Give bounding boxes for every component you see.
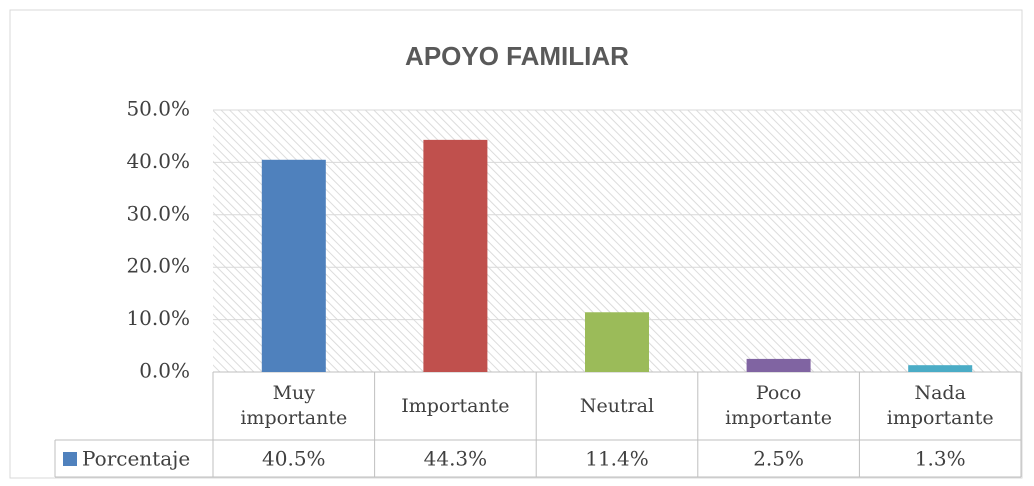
y-tick-label: 30.0% — [126, 201, 190, 225]
x-tick-label: Muy importante — [213, 372, 375, 440]
x-tick-text: Neutral — [579, 394, 655, 417]
bar — [585, 312, 649, 372]
y-tick-label: 20.0% — [126, 254, 190, 278]
legend-label: Porcentaje — [82, 447, 190, 471]
data-label: 2.5% — [753, 447, 804, 471]
x-tick-text: Poco importante — [725, 382, 833, 429]
y-tick-label: 40.0% — [126, 149, 190, 173]
bar — [261, 159, 326, 372]
y-tick-label: 0.0% — [139, 359, 190, 383]
chart-title: APOYO FAMILIAR — [405, 41, 629, 71]
data-label: 40.5% — [262, 447, 326, 471]
x-tick-text: Importante — [401, 394, 510, 417]
y-tick-label: 10.0% — [126, 306, 190, 330]
x-tick-label: Nada importante — [859, 372, 1021, 440]
data-label: 1.3% — [915, 447, 966, 471]
y-tick-label: 50.0% — [126, 97, 190, 121]
bar — [423, 139, 488, 372]
x-tick-text: Muy importante — [240, 382, 348, 429]
x-tick-text: Nada importante — [886, 382, 994, 429]
data-label: 44.3% — [424, 447, 488, 471]
bar — [908, 365, 973, 372]
data-label: 11.4% — [585, 447, 649, 471]
bar — [746, 358, 811, 372]
legend-swatch — [63, 452, 77, 466]
x-tick-label: Neutral — [536, 372, 698, 440]
x-tick-label: Poco importante — [698, 372, 860, 440]
x-tick-label: Importante — [375, 372, 537, 440]
